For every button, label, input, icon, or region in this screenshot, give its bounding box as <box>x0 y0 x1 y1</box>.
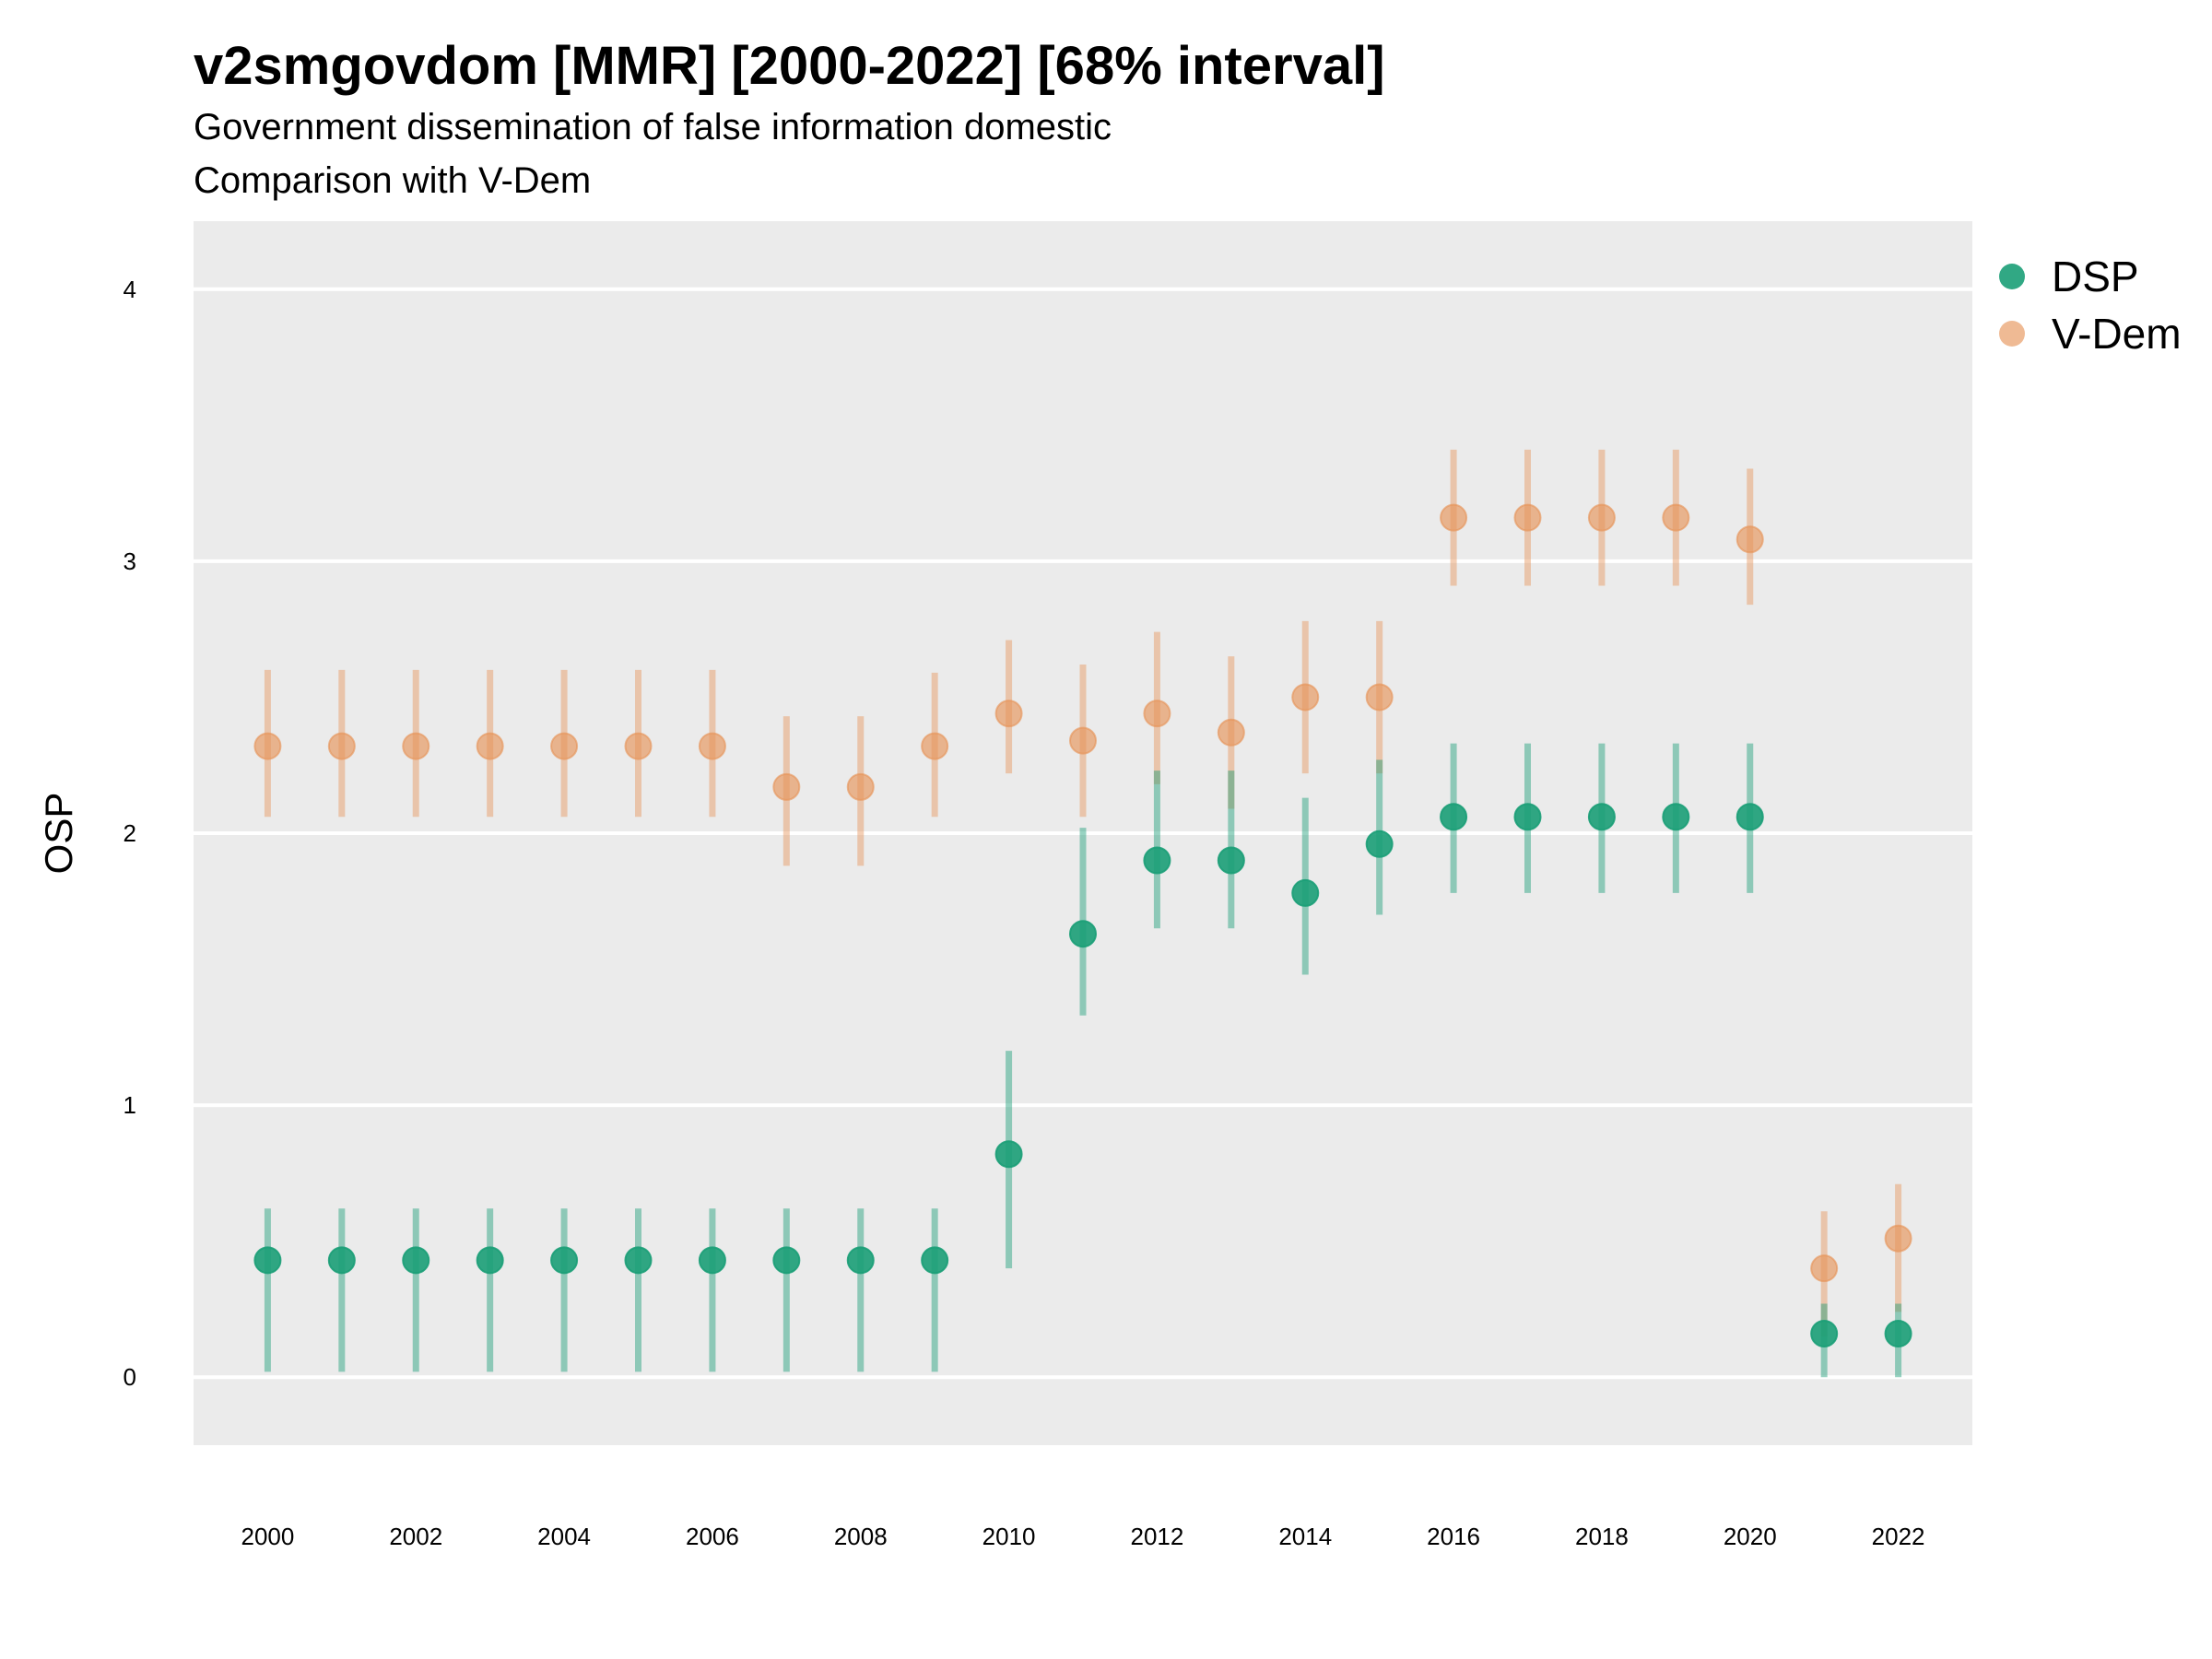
data-point <box>1587 503 1616 532</box>
x-tick-label: 2018 <box>1575 1523 1629 1550</box>
data-point <box>846 772 875 801</box>
data-point <box>1735 803 1764 831</box>
data-point <box>921 732 949 760</box>
legend: DSP V-Dem <box>1999 253 2182 358</box>
data-point <box>1143 846 1171 875</box>
data-point <box>1143 700 1171 728</box>
data-point <box>921 1246 949 1275</box>
chart-subtitle: Government dissemination of false inform… <box>194 107 1112 147</box>
data-point <box>402 1246 430 1275</box>
data-point <box>1440 803 1468 831</box>
data-point <box>1513 803 1542 831</box>
x-tick-label: 2010 <box>982 1523 1036 1550</box>
x-tick-label: 2016 <box>1427 1523 1480 1550</box>
y-tick-label: 3 <box>124 547 136 575</box>
data-point <box>994 1140 1023 1169</box>
data-marks <box>253 449 1912 1378</box>
x-tick-label: 2002 <box>389 1523 442 1550</box>
series-dsp <box>253 743 1912 1378</box>
data-point <box>1440 503 1468 532</box>
data-point <box>1735 525 1764 554</box>
data-point <box>1810 1320 1839 1348</box>
legend-label: DSP <box>2052 253 2139 300</box>
data-point <box>476 732 504 760</box>
y-tick-label: 0 <box>124 1363 136 1391</box>
data-point <box>1291 683 1320 712</box>
data-point <box>1069 920 1097 948</box>
data-point <box>1884 1320 1912 1348</box>
x-tick-label: 2014 <box>1278 1523 1332 1550</box>
data-point <box>1662 503 1690 532</box>
x-tick-label: 2022 <box>1872 1523 1925 1550</box>
data-point <box>772 1246 801 1275</box>
data-point <box>550 1246 579 1275</box>
data-point <box>476 1246 504 1275</box>
legend-marker <box>1999 321 2025 347</box>
x-tick-label: 2008 <box>834 1523 888 1550</box>
x-tick-label: 2012 <box>1130 1523 1183 1550</box>
y-axis-ticks: 0 1 2 3 4 <box>124 276 136 1391</box>
series-v-dem <box>253 449 1912 1336</box>
chart-subtitle-comparison: Comparison with V-Dem <box>194 160 592 201</box>
data-point <box>1365 830 1394 858</box>
data-point <box>327 1246 356 1275</box>
data-point <box>698 1246 726 1275</box>
data-point <box>1365 683 1394 712</box>
x-tick-label: 2000 <box>241 1523 294 1550</box>
x-axis-ticks: 2000 2002 2004 2006 2008 2010 2012 2014 2016 2018… <box>241 1523 1924 1550</box>
data-point <box>1587 803 1616 831</box>
data-point <box>253 1246 282 1275</box>
y-tick-label: 4 <box>124 276 136 303</box>
gridlines <box>194 287 1972 1380</box>
data-point <box>772 772 801 801</box>
y-tick-label: 1 <box>124 1091 136 1119</box>
data-point <box>550 732 579 760</box>
data-point <box>1884 1224 1912 1253</box>
data-point <box>846 1246 875 1275</box>
legend-label: V-Dem <box>2052 310 2182 358</box>
x-tick-label: 2006 <box>686 1523 739 1550</box>
x-tick-label: 2004 <box>537 1523 591 1550</box>
data-point <box>253 732 282 760</box>
data-point <box>1291 878 1320 907</box>
data-point <box>698 732 726 760</box>
data-point <box>327 732 356 760</box>
chart-title: v2smgovdom [MMR] [2000-2022] [68% interv… <box>194 36 1385 96</box>
data-point <box>624 1246 653 1275</box>
data-point <box>994 700 1023 728</box>
data-point <box>402 732 430 760</box>
data-point <box>1069 726 1097 755</box>
y-tick-label: 2 <box>124 819 136 847</box>
data-point <box>1513 503 1542 532</box>
y-axis-title: OSP <box>37 793 80 875</box>
legend-marker <box>1999 264 2025 289</box>
data-point <box>624 732 653 760</box>
x-tick-label: 2020 <box>1724 1523 1777 1550</box>
data-point <box>1217 846 1245 875</box>
data-point <box>1217 718 1245 747</box>
data-point <box>1810 1254 1839 1283</box>
data-point <box>1662 803 1690 831</box>
